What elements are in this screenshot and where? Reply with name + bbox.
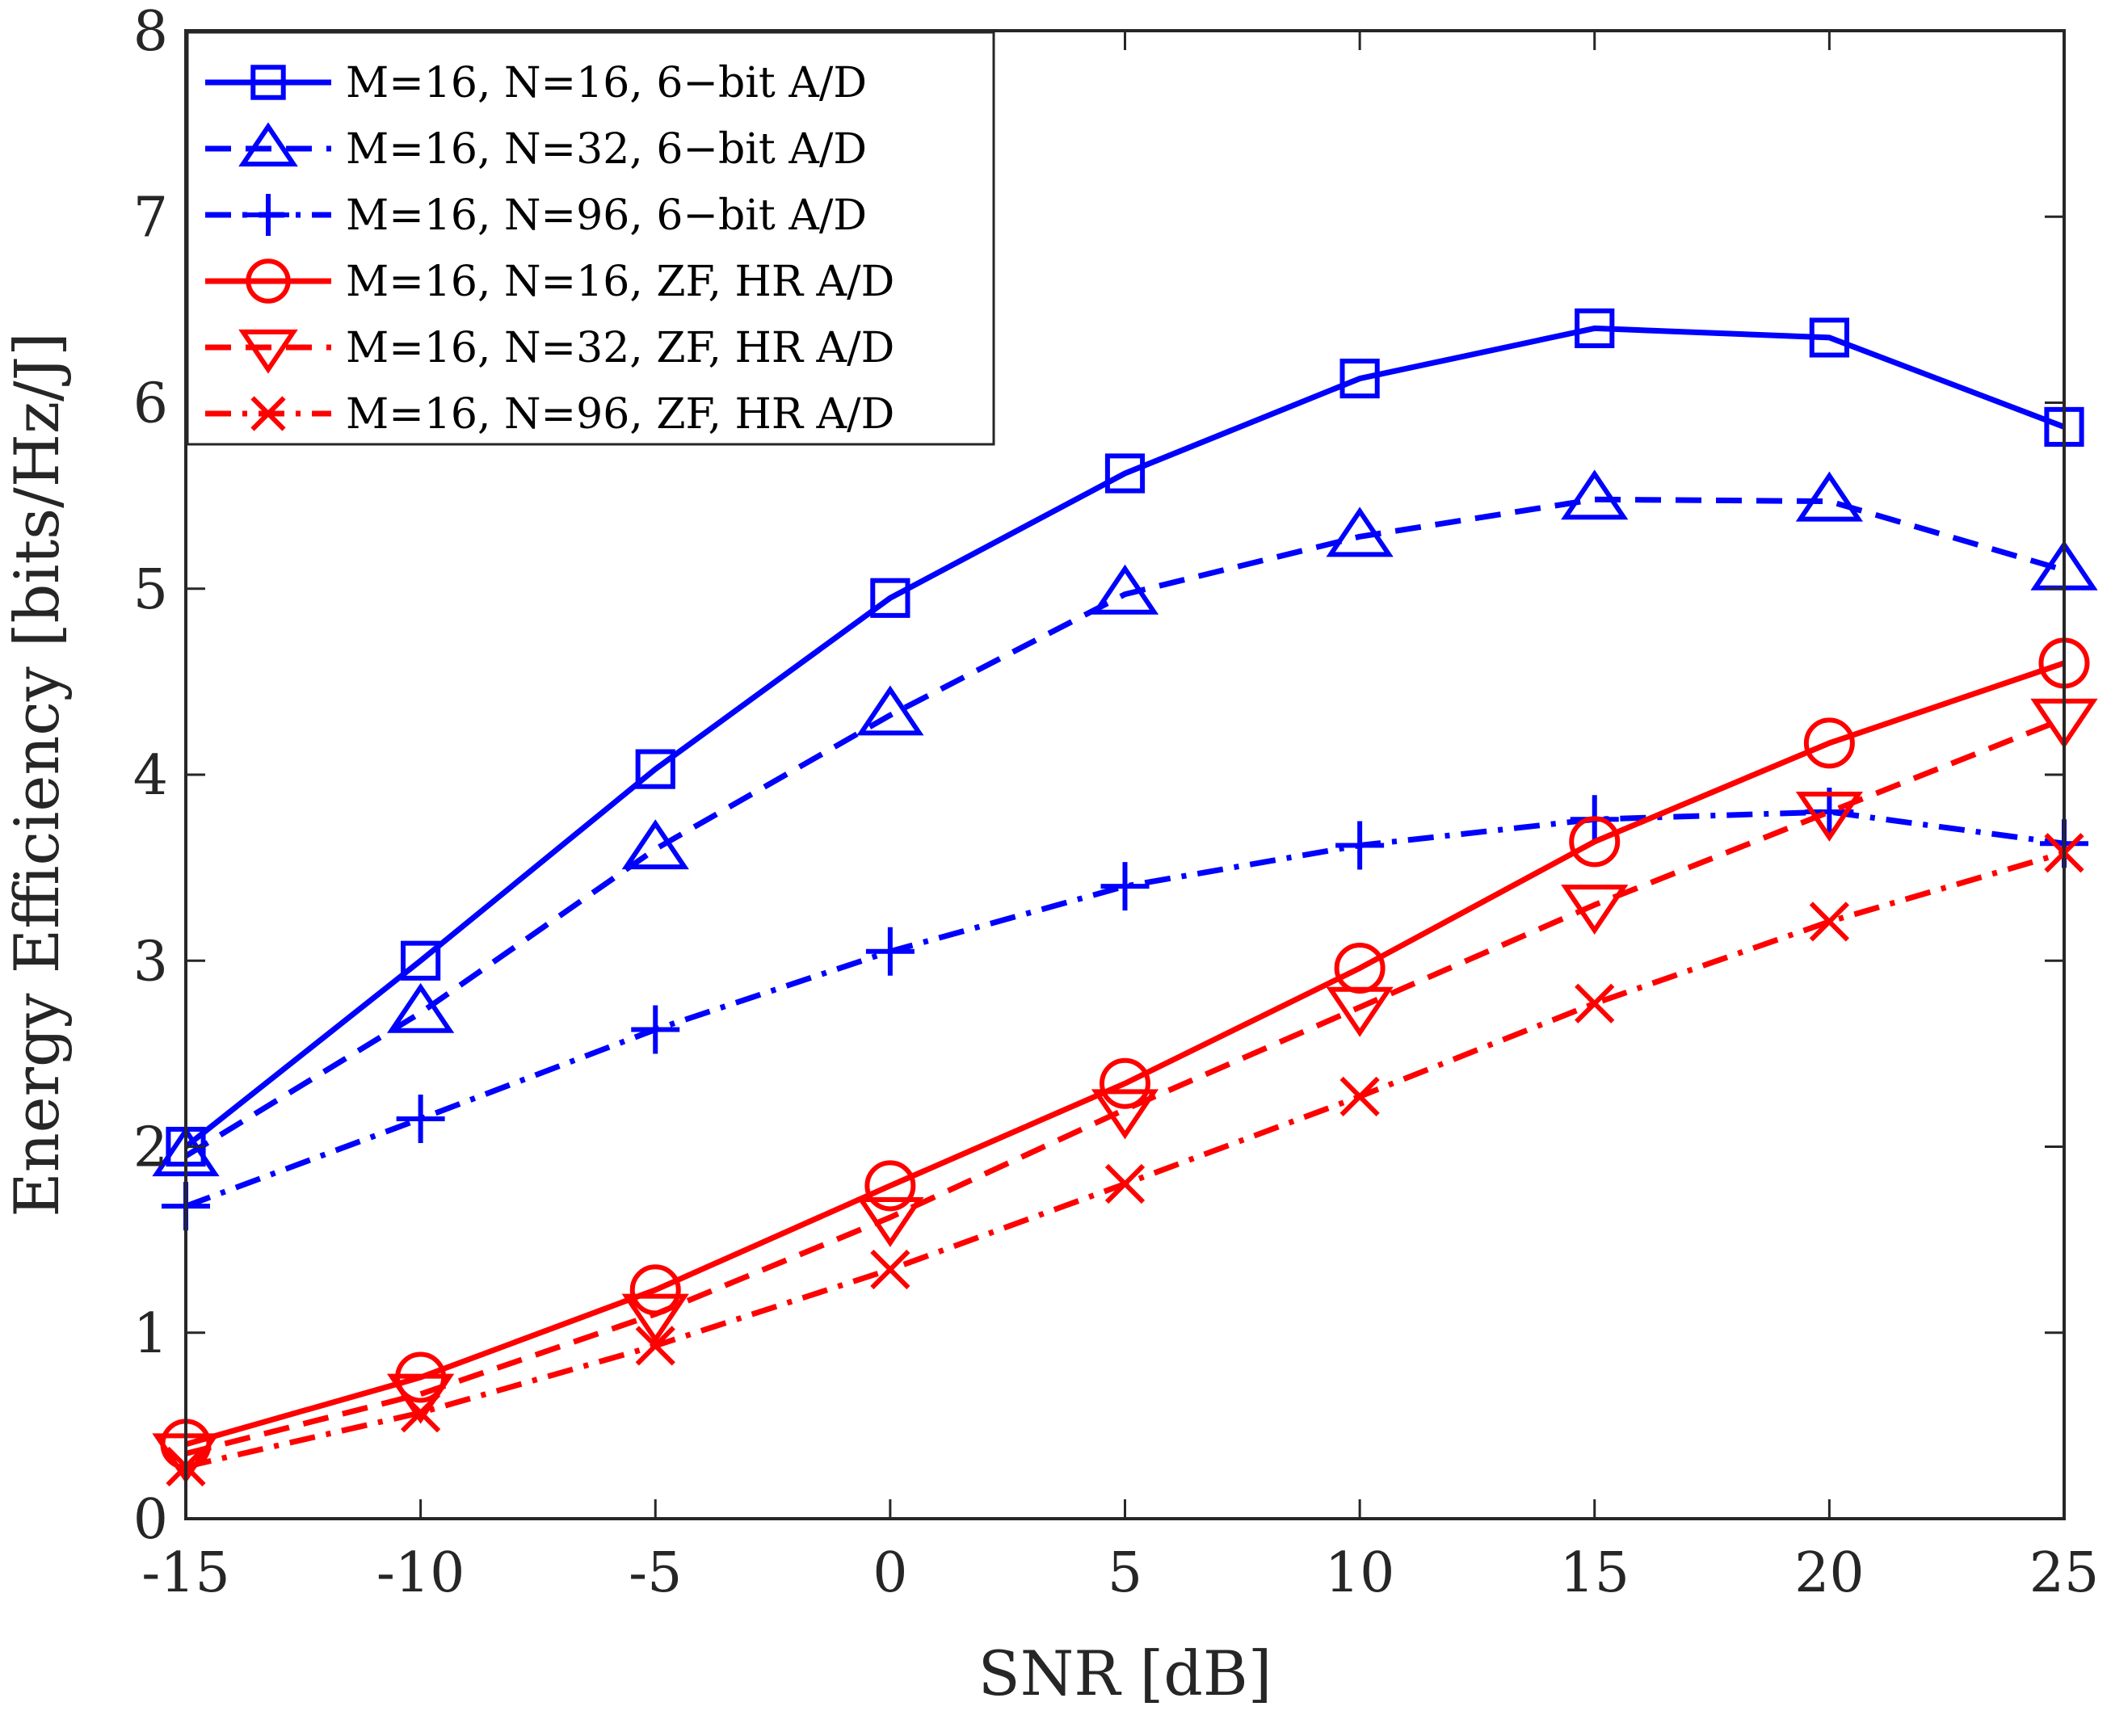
data-point-triangle-down: [621, 1293, 689, 1344]
data-point-circle: [864, 1160, 916, 1212]
data-point-circle: [1569, 816, 1621, 868]
legend-entry: M=16, N=16, 6−bit A/D: [205, 59, 867, 107]
series-line: [184, 496, 2065, 1159]
data-point-square: [635, 749, 675, 789]
data-point-circle: [1100, 1057, 1150, 1109]
data-point-circle: [1803, 717, 1855, 769]
data-point-square: [401, 940, 441, 981]
data-point-square: [870, 578, 910, 618]
y-tick-label: 0: [133, 1488, 168, 1552]
series-line: [183, 325, 2066, 1150]
data-point-x: [1339, 1076, 1380, 1116]
data-point-square: [1104, 453, 1146, 494]
axis-ticks: -15 -10 -5 0 5 10 15 20 25 0 1 2 3 4 5 6 7 8: [133, 0, 2100, 1605]
plot-area: [152, 308, 2098, 1487]
data-point-triangle-up: [1326, 507, 1394, 557]
data-point-square: [250, 65, 286, 100]
data-point-triangle-up: [1091, 564, 1159, 615]
data-point-plus: [865, 927, 915, 976]
data-point-x: [401, 1393, 441, 1433]
data-point-square: [1339, 358, 1380, 399]
x-tick-label: 15: [1559, 1541, 1630, 1605]
x-axis-label: SNR [dB]: [978, 1637, 1272, 1709]
y-tick-label: 3: [133, 930, 168, 994]
y-tick-label: 5: [133, 558, 168, 622]
x-tick-label: -5: [629, 1541, 682, 1605]
x-tick-label: 25: [2029, 1541, 2100, 1605]
legend-entry: M=16, N=96, ZF, HR A/D: [205, 390, 894, 439]
data-point-triangle-up: [1561, 469, 1629, 520]
data-point-triangle-down: [238, 329, 298, 374]
y-axis-label: Energy Efficiency [bits/Hz/J]: [1, 332, 73, 1217]
data-point-plus: [631, 1005, 680, 1054]
legend-entry: M=16, N=96, 6−bit A/D: [205, 191, 867, 240]
data-point-triangle-up: [238, 122, 298, 167]
data-point-triangle-down: [1326, 986, 1394, 1037]
data-point-plus: [396, 1094, 445, 1143]
y-tick-label: 6: [133, 372, 168, 436]
data-point-circle: [246, 259, 291, 304]
series-line: [185, 716, 2066, 1456]
legend-label: M=16, N=96, 6−bit A/D: [346, 191, 867, 240]
data-point-x: [870, 1249, 910, 1290]
legend-label: M=16, N=32, ZF, HR A/D: [346, 324, 894, 372]
data-point-triangle-down: [1091, 1089, 1159, 1140]
x-tick-label: 20: [1794, 1541, 1865, 1605]
data-point-square: [1575, 308, 1615, 348]
legend-label: M=16, N=32, 6−bit A/D: [346, 125, 867, 174]
data-point-triangle-down: [1561, 885, 1629, 935]
data-point-triangle-up: [856, 685, 924, 736]
series-line: [184, 809, 2065, 1209]
series-line: [185, 660, 2066, 1448]
data-point-triangle-up: [1795, 471, 1864, 522]
x-tick-label: 5: [1108, 1541, 1142, 1605]
data-point-triangle-down: [1795, 792, 1864, 842]
data-point-plus: [247, 194, 289, 236]
data-point-x: [1809, 902, 1850, 942]
x-tick-label: 10: [1325, 1541, 1395, 1605]
data-point-triangle-up: [386, 982, 455, 1033]
legend-label: M=16, N=16, ZF, HR A/D: [346, 258, 894, 306]
x-tick-label: -10: [376, 1541, 465, 1605]
y-tick-label: 2: [133, 1116, 168, 1180]
series-2: [152, 469, 2098, 1177]
legend-label: M=16, N=96, ZF, HR A/D: [346, 390, 894, 439]
x-tick-label: -15: [141, 1541, 230, 1605]
data-point-square: [1809, 317, 1849, 358]
data-point-plus: [1335, 821, 1385, 870]
y-tick-label: 4: [133, 744, 168, 808]
data-point-x: [1575, 983, 1615, 1024]
data-point-triangle-down: [856, 1196, 924, 1247]
legend-entry: M=16, N=32, ZF, HR A/D: [205, 324, 894, 374]
y-tick-label: 8: [133, 0, 168, 64]
data-point-triangle-up: [621, 819, 689, 870]
series-6: [166, 833, 2084, 1487]
data-point-x: [250, 396, 286, 431]
legend-entry: M=16, N=32, 6−bit A/D: [205, 122, 867, 174]
legend: M=16, N=16, 6−bit A/D M=16, N=32, 6−bit A…: [186, 31, 995, 446]
x-tick-label: 0: [873, 1541, 907, 1605]
y-tick-label: 1: [133, 1302, 168, 1366]
data-point-plus: [1100, 862, 1150, 911]
y-tick-label: 7: [133, 186, 168, 250]
data-point-x: [1104, 1163, 1146, 1204]
data-point-x: [635, 1326, 675, 1366]
legend-box: [186, 31, 995, 446]
legend-entry: M=16, N=16, ZF, HR A/D: [205, 258, 894, 306]
legend-label: M=16, N=16, 6−bit A/D: [346, 59, 867, 107]
